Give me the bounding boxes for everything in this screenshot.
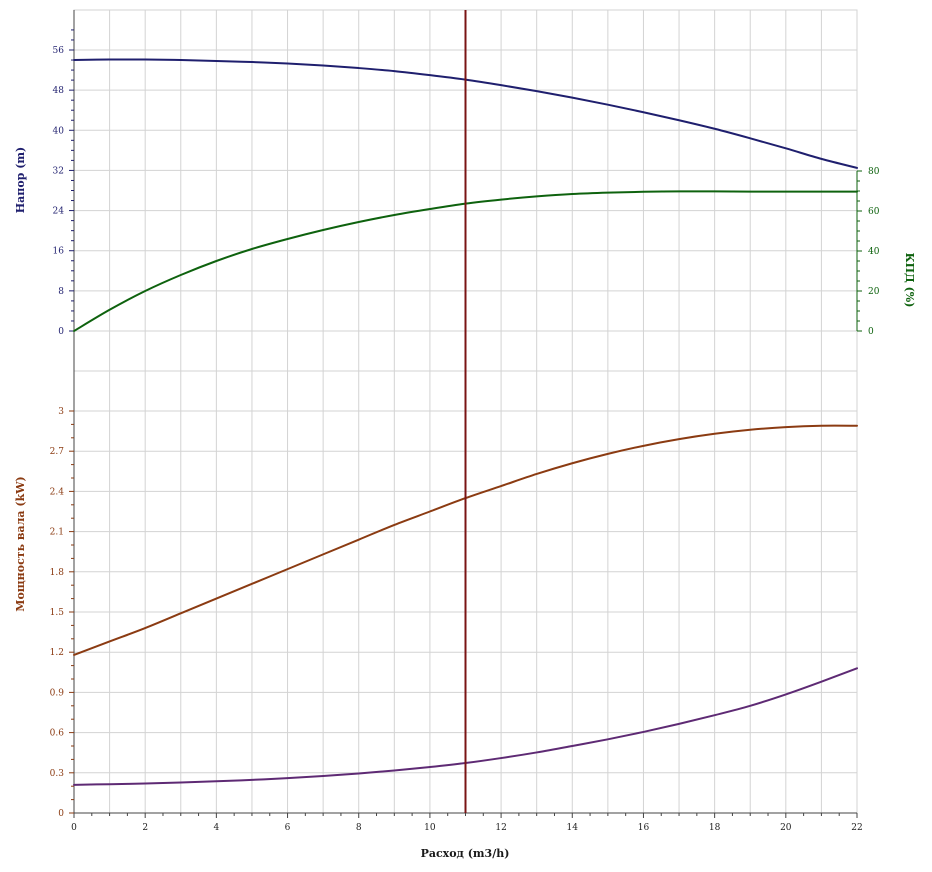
head-tick-label: 24 xyxy=(53,207,65,217)
efficiency-tick-label: 80 xyxy=(868,167,880,177)
efficiency-tick-label: 60 xyxy=(868,207,880,217)
power-tick-label: 2.1 xyxy=(50,528,64,538)
x-tick-label: 0 xyxy=(71,823,77,833)
head-tick-label: 48 xyxy=(53,86,65,96)
efficiency-tick-label: 20 xyxy=(868,287,880,297)
axis-labels: 0 2 4 6 8 10 12 14 16 18 20 22081624324048560204060… xyxy=(50,46,880,833)
x-tick-label: 18 xyxy=(709,823,721,833)
power-tick-label: 0 xyxy=(58,809,64,819)
x-tick-label: 6 xyxy=(285,823,291,833)
power-tick-label: 1.8 xyxy=(50,568,65,578)
power-tick-label: 2.4 xyxy=(50,487,65,497)
head-tick-label: 8 xyxy=(58,287,64,297)
x-axis-title: Расход (m3/h) xyxy=(421,847,510,860)
power-tick-label: 0.6 xyxy=(50,729,65,739)
x-tick-label: 20 xyxy=(780,823,792,833)
head-tick-label: 56 xyxy=(53,46,65,56)
x-tick-label: 16 xyxy=(638,823,650,833)
x-tick-label: 10 xyxy=(424,823,436,833)
head-tick-label: 16 xyxy=(53,247,65,257)
power-tick-label: 0.3 xyxy=(50,769,65,779)
efficiency-tick-label: 40 xyxy=(868,247,880,257)
x-tick-label: 8 xyxy=(356,823,362,833)
head-tick-label: 40 xyxy=(53,126,65,136)
head-tick-label: 0 xyxy=(58,327,64,337)
power-axis-title: Мощность вала (kW) xyxy=(14,476,27,611)
x-tick-label: 4 xyxy=(213,823,219,833)
head-tick-label: 32 xyxy=(53,166,64,176)
efficiency-tick-label: 0 xyxy=(868,327,874,337)
head-axis-title: Напор (m) xyxy=(14,147,27,213)
power-tick-label: 3 xyxy=(58,407,64,417)
x-tick-label: 2 xyxy=(142,823,148,833)
power-tick-label: 0.9 xyxy=(50,688,65,698)
efficiency-axis-title: КПД (%) xyxy=(903,253,916,308)
power-tick-label: 2.7 xyxy=(50,447,65,457)
power-tick-label: 1.5 xyxy=(50,608,65,618)
x-tick-label: 12 xyxy=(495,823,506,833)
power-tick-label: 1.2 xyxy=(50,648,64,658)
x-tick-label: 22 xyxy=(851,823,862,833)
x-tick-label: 14 xyxy=(567,823,579,833)
